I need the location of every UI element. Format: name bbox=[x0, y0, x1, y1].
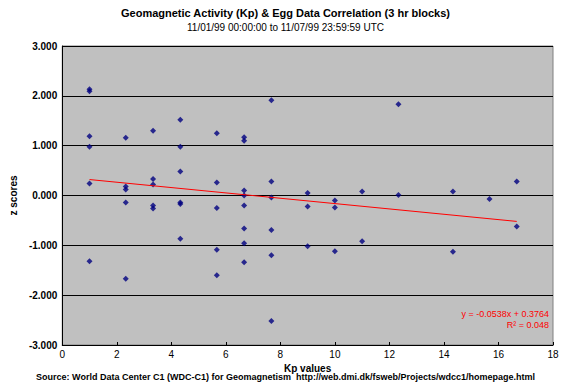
svg-text:18: 18 bbox=[547, 349, 559, 360]
svg-text:Kp values: Kp values bbox=[284, 363, 332, 374]
svg-text:14: 14 bbox=[438, 349, 450, 360]
svg-text:Source: World Data Center C1 (: Source: World Data Center C1 (WDC-C1) fo… bbox=[36, 371, 535, 382]
svg-text:16: 16 bbox=[493, 349, 505, 360]
svg-text:12: 12 bbox=[384, 349, 396, 360]
svg-text:4: 4 bbox=[169, 349, 175, 360]
svg-text:-3.000: -3.000 bbox=[29, 340, 58, 351]
svg-text:2: 2 bbox=[114, 349, 120, 360]
svg-text:2.000: 2.000 bbox=[32, 90, 57, 101]
svg-text:1.000: 1.000 bbox=[32, 140, 57, 151]
svg-text:11/01/99 00:00:00 to 11/07/99: 11/01/99 00:00:00 to 11/07/99 23:59:59 U… bbox=[187, 22, 384, 33]
svg-text:-1.000: -1.000 bbox=[29, 240, 58, 251]
svg-text:R² = 0.048: R² = 0.048 bbox=[507, 320, 549, 330]
svg-text:0: 0 bbox=[59, 349, 65, 360]
svg-text:Geomagnetic Activity (Kp) & Eg: Geomagnetic Activity (Kp) & Egg Data Cor… bbox=[121, 7, 450, 19]
svg-text:8: 8 bbox=[278, 349, 284, 360]
svg-text:y = -0.0538x + 0.3764: y = -0.0538x + 0.3764 bbox=[461, 309, 549, 319]
svg-text:0.000: 0.000 bbox=[32, 190, 57, 201]
svg-text:-2.000: -2.000 bbox=[29, 290, 58, 301]
svg-text:3.000: 3.000 bbox=[32, 41, 57, 52]
svg-text:z scores: z scores bbox=[8, 175, 19, 215]
svg-text:10: 10 bbox=[329, 349, 341, 360]
svg-text:6: 6 bbox=[223, 349, 229, 360]
